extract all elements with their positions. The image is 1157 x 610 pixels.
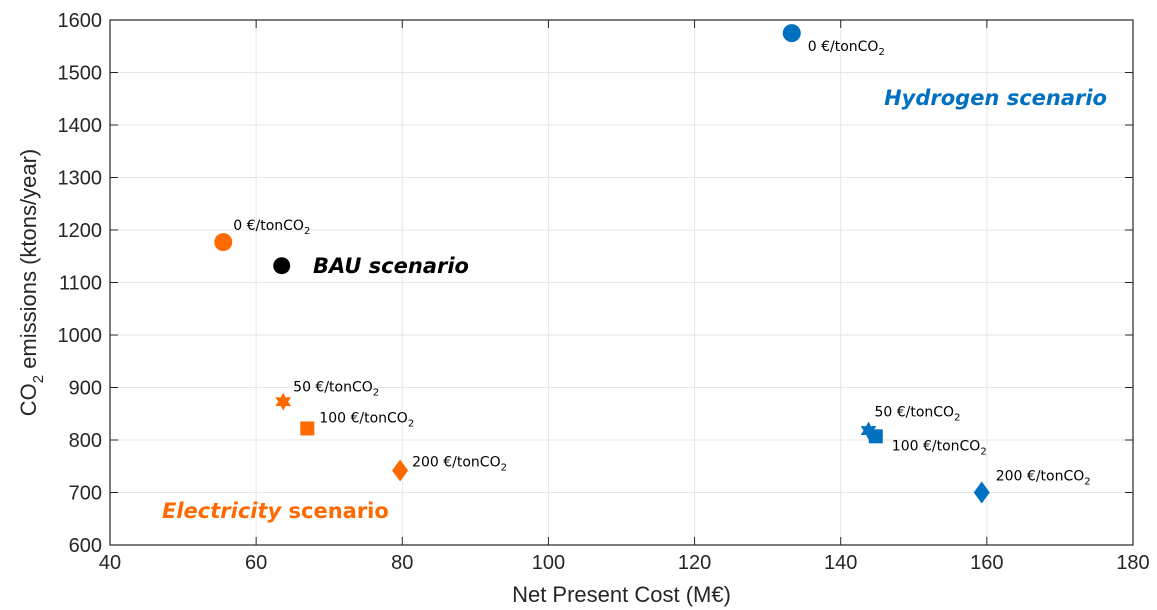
electricity-scenario-label: Electricity scenario [162, 499, 389, 523]
electricity-rest: scenario [281, 499, 389, 523]
y-tick-label: 800 [69, 430, 102, 452]
hydrogen-point-label: 50 €/tonCO2 [874, 405, 960, 424]
electricity-point-label: 0 €/tonCO2 [233, 218, 310, 237]
hydrogen-point-label: 0 €/tonCO2 [808, 39, 885, 58]
hydrogen-circle-marker [782, 24, 801, 43]
y-tick-label: 1000 [58, 325, 103, 347]
x-tick-label: 180 [1116, 552, 1149, 574]
y-tick-label: 1300 [58, 168, 103, 190]
hydrogen-point-label: 200 €/tonCO2 [996, 469, 1091, 488]
y-tick-label: 900 [69, 378, 102, 400]
x-tick-label: 40 [99, 552, 121, 574]
y-axis-title: CO2 emissions (ktons/year) [16, 149, 47, 417]
hydrogen-point-label: 100 €/tonCO2 [892, 438, 987, 457]
x-tick-label: 140 [824, 552, 857, 574]
y-tick-label: 600 [69, 535, 102, 557]
y-tick-label: 1400 [58, 115, 103, 137]
axis-ticks: 40 60 80 100 120 140 160 180 600 700 800 900 1000 110… [58, 10, 1150, 574]
x-tick-label: 80 [391, 552, 413, 574]
hydrogen-scenario-label: Hydrogen scenario [884, 86, 1107, 110]
electricity-square-marker [300, 421, 315, 436]
x-tick-label: 100 [532, 552, 565, 574]
electricity-point-label: 200 €/tonCO2 [412, 454, 507, 473]
electricity-point-label: 50 €/tonCO2 [293, 380, 379, 399]
hydrogen-hexagram-marker [860, 421, 877, 440]
electricity-diamond-marker [392, 459, 409, 482]
bau-circle-marker [273, 257, 291, 275]
data-points [214, 24, 990, 504]
x-tick-label: 120 [678, 552, 711, 574]
y-tick-label: 1500 [58, 63, 103, 85]
bau-word: BAU [313, 254, 361, 278]
electricity-word: Electricity [162, 499, 283, 523]
x-tick-label: 160 [970, 552, 1003, 574]
hydrogen-diamond-marker [973, 481, 990, 504]
y-tick-label: 1200 [58, 220, 103, 242]
y-tick-label: 1600 [58, 10, 103, 32]
hydrogen-square-marker [868, 429, 883, 444]
bau-rest: scenario [361, 254, 469, 278]
grid-lines [109, 19, 1134, 546]
point-labels: 0 €/tonCO2 50 €/tonCO2 100 €/tonCO2 200 €/t… [233, 39, 1090, 487]
x-axis-title: Net Present Cost (M€) [512, 582, 731, 607]
electricity-hexagram-marker [275, 392, 291, 411]
y-tick-label: 1100 [59, 273, 102, 295]
bau-scenario-label: BAU scenario [313, 254, 469, 278]
electricity-circle-marker [214, 233, 233, 252]
electricity-point-label: 100 €/tonCO2 [319, 410, 414, 429]
x-tick-label: 60 [245, 552, 267, 574]
y-tick-label: 700 [69, 483, 102, 505]
